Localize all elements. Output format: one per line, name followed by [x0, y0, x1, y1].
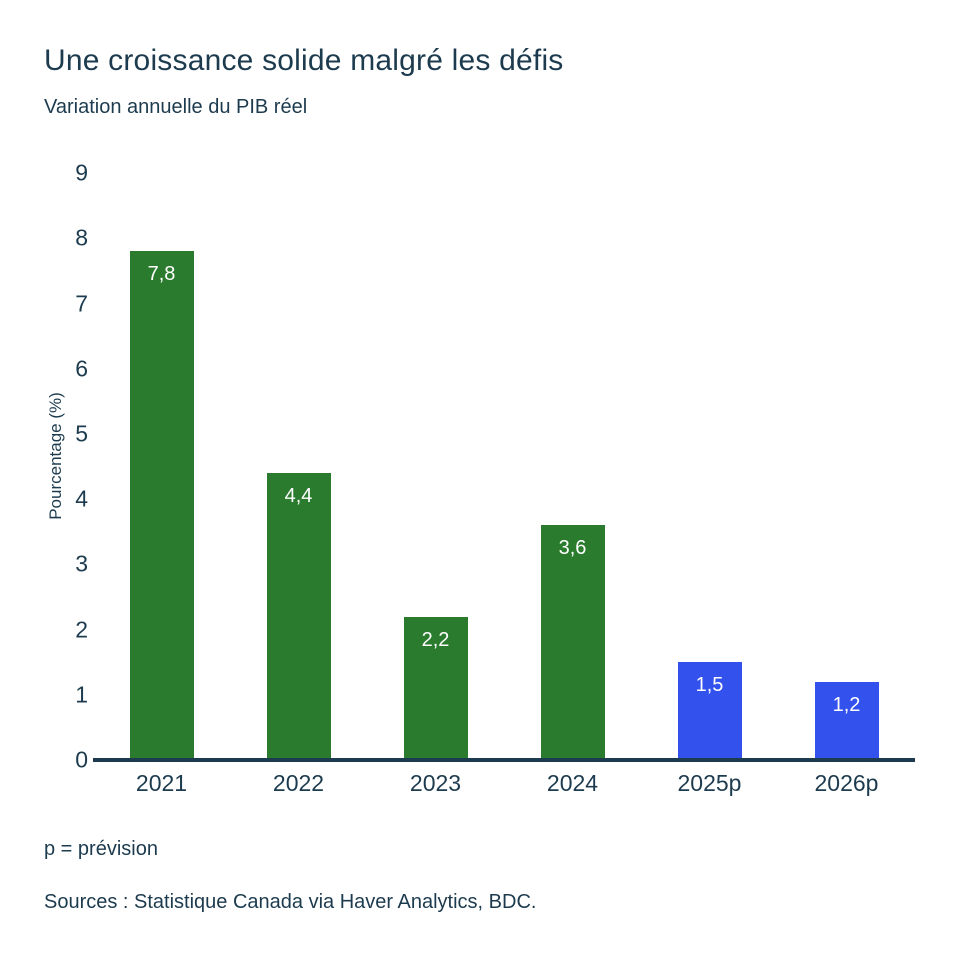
- y-axis-tick-label: 3: [75, 550, 88, 577]
- y-axis-tick-label: 4: [75, 485, 88, 512]
- y-axis-tick-label: 7: [75, 290, 88, 317]
- chart-subtitle: Variation annuelle du PIB réel: [44, 96, 308, 118]
- bar-2023: 2,2: [403, 616, 468, 760]
- x-axis-tick-label: 2022: [272, 770, 325, 796]
- bar-value-label: 7,8: [147, 263, 176, 286]
- bar-2024: 3,6: [540, 525, 605, 760]
- forecast-footnote: p = prévision: [44, 838, 158, 860]
- x-axis-tick-label: 2025p: [677, 770, 742, 796]
- x-axis-line: [93, 758, 915, 762]
- bar-value-label: 3,6: [558, 537, 587, 560]
- chart-title: Une croissance solide malgré les défis: [44, 44, 564, 77]
- y-axis-tick-label: 6: [75, 355, 88, 382]
- y-axis-tick-label: 8: [75, 224, 88, 251]
- bar-2022: 4,4: [266, 473, 331, 760]
- bar-value-label: 1,5: [695, 674, 724, 697]
- x-axis-tick-label: 2026p: [814, 770, 879, 796]
- y-axis-tick-label: 2: [75, 616, 88, 643]
- y-axis-tick-label: 1: [75, 681, 88, 708]
- x-axis-tick-label: 2021: [135, 770, 188, 796]
- bar-value-label: 1,2: [832, 693, 861, 716]
- bar-2026p: 1,2: [814, 681, 879, 760]
- y-axis-tick-label: 5: [75, 420, 88, 447]
- bar-value-label: 2,2: [421, 628, 450, 651]
- sources-note: Sources : Statistique Canada via Haver A…: [44, 891, 537, 913]
- y-axis-tick-label: 0: [75, 746, 88, 773]
- bar-2025p: 1,5: [677, 662, 742, 760]
- y-axis-tick-label: 9: [75, 159, 88, 186]
- bar-2021: 7,8: [129, 251, 194, 760]
- x-axis-tick-label: 2023: [409, 770, 462, 796]
- bar-value-label: 4,4: [284, 485, 313, 508]
- x-axis-tick-label: 2024: [546, 770, 599, 796]
